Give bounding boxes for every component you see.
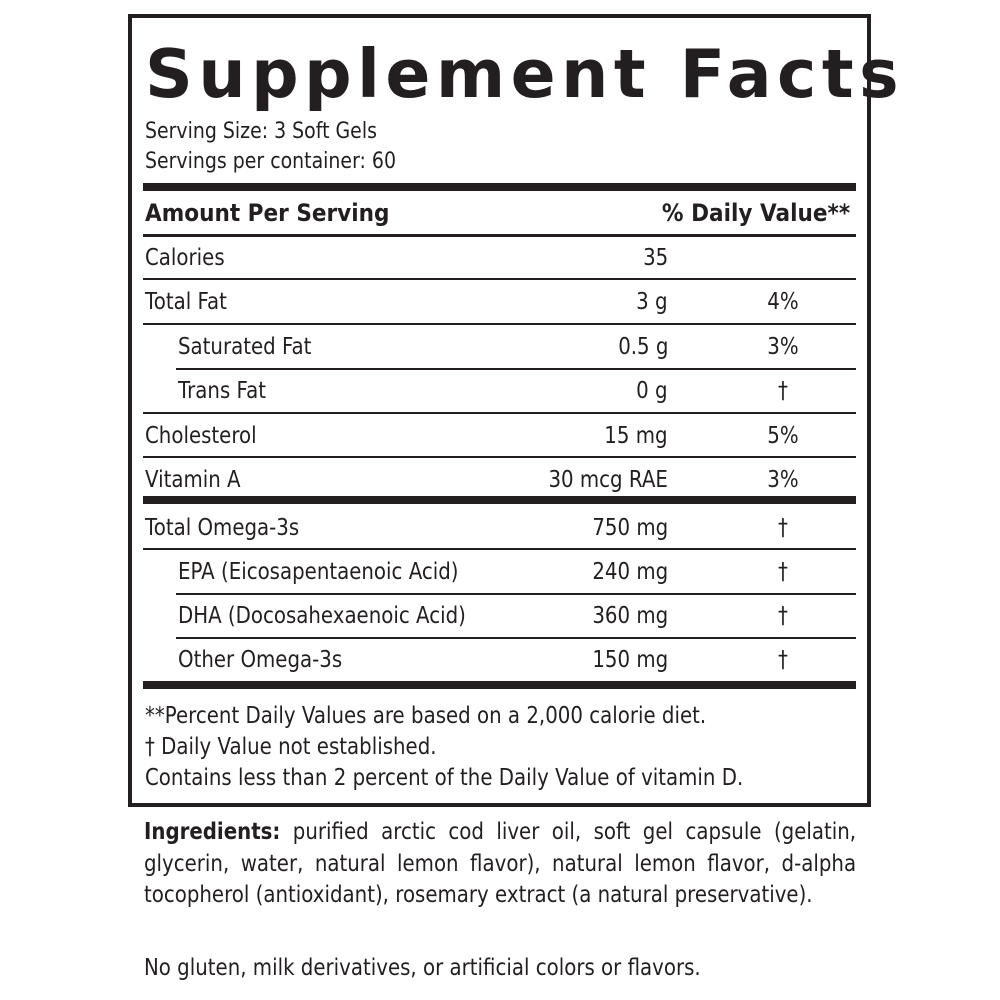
thick-divider-top — [143, 183, 856, 191]
row-vitamin-a-label: Vitamin A — [145, 467, 241, 493]
row-divider — [143, 323, 856, 325]
row-divider-indented — [176, 368, 856, 370]
row-divider — [143, 548, 856, 550]
servings-per-container: Servings per container: 60 — [145, 149, 396, 174]
row-other-omega3-amount: 150 mg — [592, 647, 668, 673]
row-total-fat-label: Total Fat — [145, 289, 227, 315]
row-calories-amount: 35 — [642, 245, 668, 271]
ingredients-text: purified arctic cod liver oil, soft gel … — [144, 819, 857, 908]
row-divider — [143, 456, 856, 458]
row-dha-amount: 360 mg — [592, 603, 668, 629]
header-divider — [143, 234, 856, 237]
footnote-vitamin-d: Contains less than 2 percent of the Dail… — [145, 765, 744, 791]
panel-title: Supplement Facts — [145, 35, 905, 113]
ingredients-statement: Ingredients: purified arctic cod liver o… — [144, 817, 856, 912]
row-cholesterol-label: Cholesterol — [145, 423, 257, 449]
row-other-omega3-dv: † — [778, 647, 788, 673]
serving-size: Serving Size: 3 Soft Gels — [145, 119, 377, 144]
row-saturated-fat-amount: 0.5 g — [617, 334, 668, 360]
allergen-statement: No gluten, milk derivatives, or artifici… — [144, 955, 701, 981]
row-total-omega3-label: Total Omega-3s — [145, 515, 300, 541]
row-vitamin-a-dv: 3% — [767, 467, 799, 493]
row-calories-label: Calories — [145, 245, 225, 271]
footnote-daily-values: **Percent Daily Values are based on a 2,… — [145, 703, 707, 729]
row-saturated-fat-dv: 3% — [767, 334, 799, 360]
row-total-omega3-dv: † — [778, 515, 788, 541]
row-dha-dv: † — [778, 603, 788, 629]
row-total-omega3-amount: 750 mg — [592, 515, 668, 541]
daily-value-header: % Daily Value** — [661, 199, 850, 227]
row-cholesterol-dv: 5% — [767, 423, 799, 449]
row-total-fat-dv: 4% — [767, 289, 799, 315]
footnote-dagger: † Daily Value not established. — [145, 734, 437, 760]
row-vitamin-a-amount: 30 mcg RAE — [548, 467, 668, 493]
row-cholesterol-amount: 15 mg — [604, 423, 668, 449]
ingredients-label: Ingredients: — [144, 819, 281, 845]
row-other-omega3-label: Other Omega-3s — [178, 647, 343, 673]
thick-divider-middle — [143, 496, 856, 504]
row-divider — [143, 278, 856, 280]
row-epa-dv: † — [778, 559, 788, 585]
row-divider-indented — [176, 593, 856, 595]
panel-inner: Supplement Facts Serving Size: 3 Soft Ge… — [143, 18, 899, 803]
row-divider — [143, 412, 856, 414]
row-saturated-fat-label: Saturated Fat — [178, 334, 312, 360]
ingredients-paragraph: Ingredients: purified arctic cod liver o… — [144, 817, 856, 912]
row-total-fat-amount: 3 g — [636, 289, 668, 315]
supplement-facts-panel: Supplement Facts Serving Size: 3 Soft Ge… — [128, 14, 899, 807]
row-dha-label: DHA (Docosahexaenoic Acid) — [178, 603, 466, 629]
thick-divider-bottom — [143, 681, 856, 689]
amount-per-serving-header: Amount Per Serving — [145, 199, 390, 227]
row-trans-fat-label: Trans Fat — [178, 378, 267, 404]
row-epa-label: EPA (Eicosapentaenoic Acid) — [178, 559, 459, 585]
row-trans-fat-dv: † — [778, 378, 788, 404]
row-epa-amount: 240 mg — [592, 559, 668, 585]
row-divider-indented — [176, 637, 856, 639]
row-trans-fat-amount: 0 g — [636, 378, 668, 404]
